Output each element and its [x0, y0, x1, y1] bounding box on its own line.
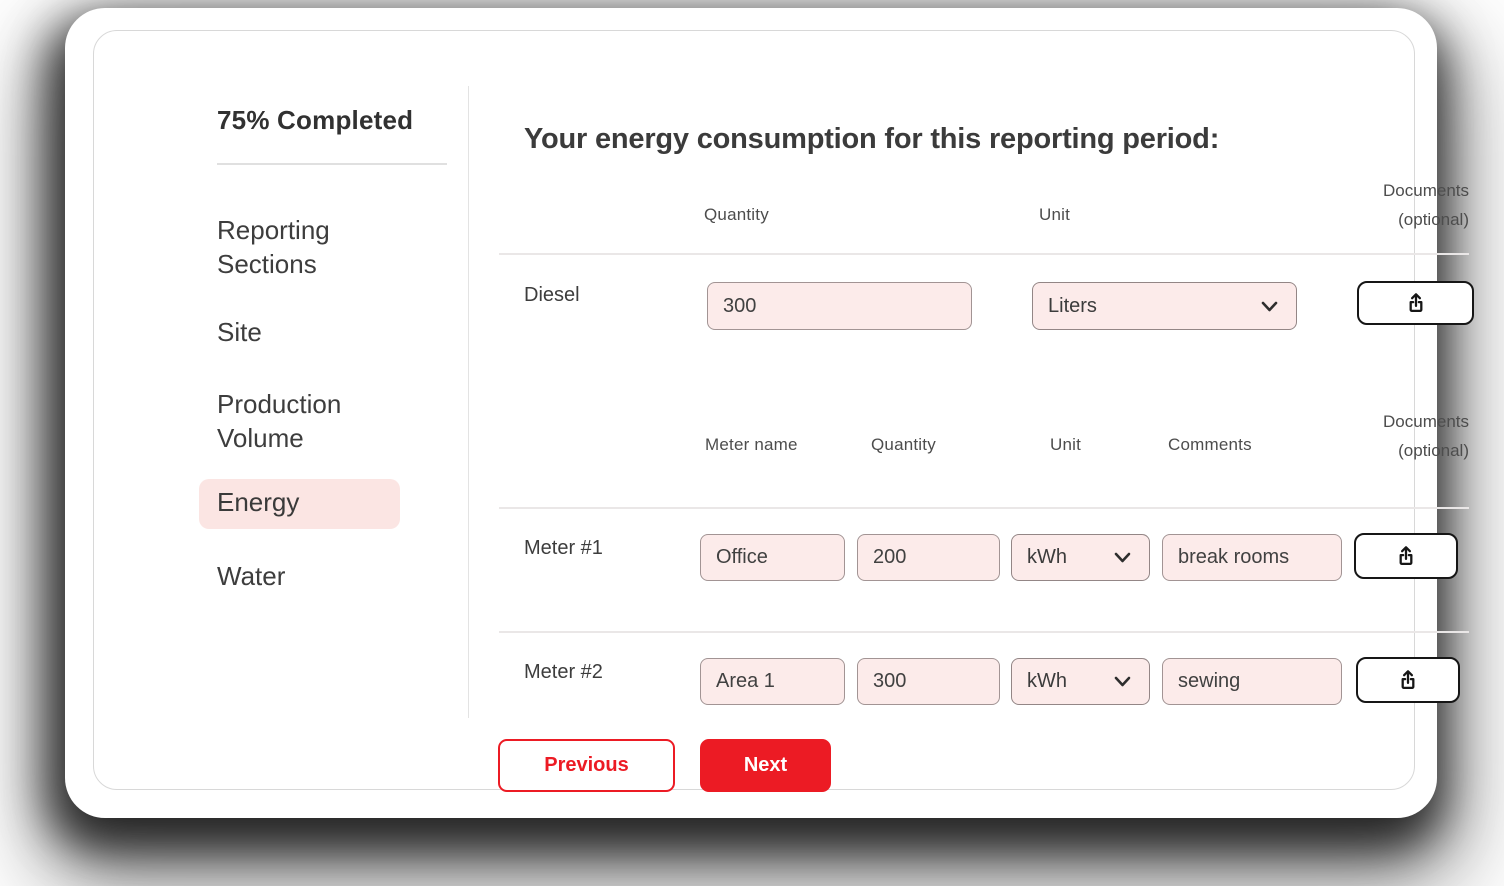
meter-row-label: Meter #1: [524, 537, 603, 559]
diesel-unit-value: Liters: [1048, 294, 1097, 317]
content-panel: 75% Completed Reporting Sections Site Pr…: [93, 30, 1474, 792]
meter-header-unit: Unit: [1050, 435, 1082, 454]
progress-label: 75% Completed: [217, 105, 414, 135]
fuel-row-label: Diesel: [524, 284, 580, 306]
meter2-name-input[interactable]: [700, 658, 845, 705]
meter-header-comments: Comments: [1168, 435, 1252, 454]
next-button[interactable]: Next: [700, 739, 831, 792]
fuel-header-unit: Unit: [1039, 205, 1071, 224]
sidebar-item-production-volume[interactable]: Production Volume: [217, 389, 342, 453]
upload-icon: [1395, 667, 1421, 693]
diesel-quantity-input[interactable]: [707, 282, 972, 330]
app-card: 75% Completed Reporting Sections Site Pr…: [65, 8, 1474, 818]
sidebar-item-energy-active[interactable]: Energy: [199, 479, 400, 529]
meter1-upload-documents-button[interactable]: [1354, 533, 1458, 579]
upload-icon: [1403, 290, 1429, 316]
meter1-name-input[interactable]: [700, 534, 845, 581]
sidebar-vertical-divider: [468, 86, 469, 718]
sidebar-item-site[interactable]: Site: [217, 317, 262, 347]
meter2-quantity-input[interactable]: [857, 658, 1000, 705]
meter-row-label: Meter #2: [524, 661, 603, 683]
meter2-upload-documents-button[interactable]: [1356, 657, 1460, 703]
diesel-upload-documents-button[interactable]: [1357, 281, 1474, 325]
sidebar-item-energy-label: Energy: [217, 487, 300, 517]
meter1-quantity-input[interactable]: [857, 534, 1000, 581]
meter1-unit-select[interactable]: kWh: [1011, 534, 1150, 581]
meter2-unit-select[interactable]: kWh: [1011, 658, 1150, 705]
meter1-unit-value: kWh: [1027, 546, 1067, 568]
meter-header-documents-line2: (optional): [1398, 441, 1469, 460]
chevron-down-icon: [1114, 676, 1131, 687]
meter2-comments-input[interactable]: [1162, 658, 1342, 705]
fuel-header-quantity: Quantity: [704, 205, 769, 224]
sidebar-item-water[interactable]: Water: [217, 561, 286, 591]
fuel-header-documents-line1: Documents: [1383, 181, 1469, 200]
upload-icon: [1393, 543, 1419, 569]
meter-header-name: Meter name: [705, 435, 798, 454]
meter1-comments-input[interactable]: [1162, 534, 1342, 581]
fuel-header-documents: Documents (optional): [1319, 176, 1469, 234]
previous-button[interactable]: Previous: [498, 739, 675, 792]
divider: [499, 507, 1469, 509]
chevron-down-icon: [1114, 552, 1131, 563]
meter-header-documents-line1: Documents: [1383, 412, 1469, 431]
meter2-unit-value: kWh: [1027, 670, 1067, 692]
page-title: Your energy consumption for this reporti…: [524, 123, 1220, 155]
sidebar-divider: [217, 163, 447, 165]
meter-header-documents: Documents (optional): [1319, 407, 1469, 465]
divider: [499, 631, 1469, 633]
fuel-header-documents-line2: (optional): [1398, 210, 1469, 229]
sidebar-item-reporting-sections[interactable]: Reporting Sections: [217, 215, 330, 279]
chevron-down-icon: [1261, 301, 1278, 312]
divider: [499, 253, 1469, 255]
meter-header-quantity: Quantity: [871, 435, 936, 454]
diesel-unit-select[interactable]: Liters: [1032, 282, 1297, 330]
